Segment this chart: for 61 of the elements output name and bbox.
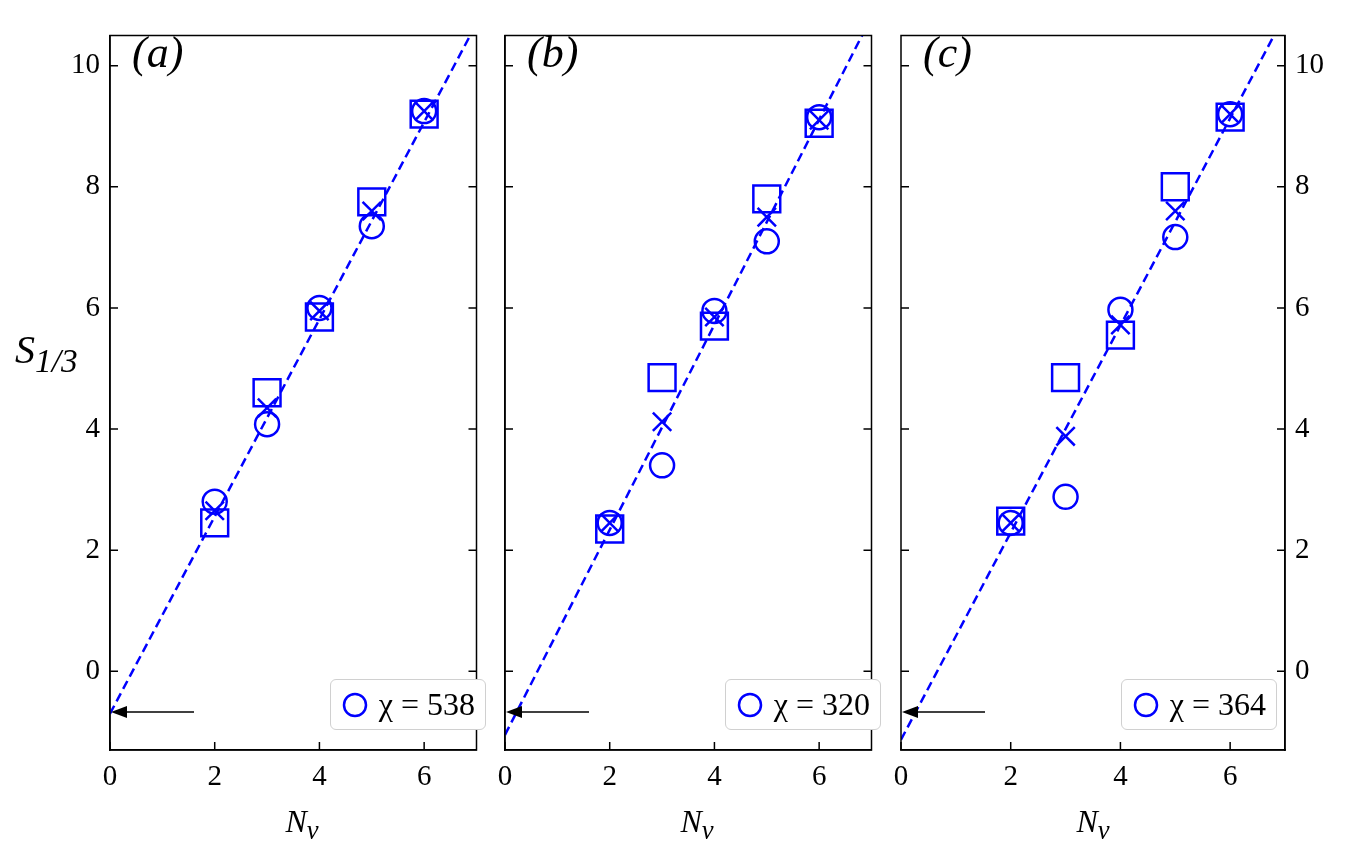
- x-tick-label: 6: [811, 759, 827, 792]
- point: [648, 452, 676, 479]
- y2-tick-label: 10: [1295, 47, 1324, 80]
- point: [699, 311, 730, 341]
- x-tick-label: 6: [1222, 759, 1238, 792]
- point: [1162, 223, 1189, 251]
- annotation: (a): [132, 27, 184, 78]
- y2-tick-label: 0: [1295, 652, 1310, 685]
- point: [804, 108, 834, 138]
- x-tick-label: 0: [497, 759, 513, 792]
- y2-tick-label: 4: [1295, 410, 1310, 443]
- point: [647, 362, 677, 393]
- point: [252, 378, 282, 408]
- y2-tick-label: 6: [1295, 289, 1310, 322]
- point: [201, 488, 228, 515]
- y2-tick-label: 2: [1295, 531, 1310, 564]
- annotation: (c): [923, 27, 972, 78]
- point: [756, 206, 778, 228]
- point: [1052, 483, 1079, 511]
- point: [1160, 172, 1190, 202]
- point: [805, 103, 833, 131]
- legend-label: χ = 320: [773, 686, 870, 723]
- x-tick-label: 6: [416, 759, 432, 792]
- legend-label: χ = 364: [1169, 686, 1266, 723]
- y2-tick-label: 8: [1295, 168, 1310, 201]
- point: [1105, 320, 1136, 350]
- point: [1055, 425, 1077, 447]
- y-tick-label: 4: [85, 410, 101, 443]
- x-tick-label: 4: [312, 759, 328, 792]
- point: [1164, 200, 1186, 222]
- y-tick-label: 6: [85, 289, 100, 322]
- point: [304, 302, 335, 332]
- x-axis-title: N$_{v}$: [1075, 803, 1111, 847]
- y-tick-label: 2: [85, 531, 100, 564]
- point: [651, 411, 673, 433]
- y-axis-title: S$_{1/3}$: [15, 326, 78, 380]
- point: [253, 410, 281, 438]
- point: [306, 294, 333, 322]
- x-tick-label: 2: [1003, 759, 1018, 792]
- legend-label: χ = 538: [378, 686, 475, 723]
- point: [752, 184, 782, 214]
- point: [357, 187, 387, 217]
- x-tick-label: 2: [602, 759, 617, 792]
- point: [256, 397, 278, 419]
- point: [1107, 296, 1134, 323]
- annotation: (b): [527, 27, 579, 78]
- x-tick-label: 4: [707, 759, 723, 792]
- y-tick-label: 10: [71, 47, 100, 80]
- point: [595, 514, 625, 544]
- x-axis-title: N$_{v}$: [679, 803, 715, 847]
- point: [200, 508, 230, 538]
- point: [753, 228, 781, 255]
- x-tick-label: 4: [1113, 759, 1129, 792]
- point: [1050, 362, 1081, 393]
- point: [701, 297, 728, 325]
- point: [358, 212, 386, 240]
- y-tick-label: 8: [85, 168, 100, 201]
- y-tick-label: 0: [85, 652, 100, 685]
- x-tick-label: 2: [207, 759, 222, 792]
- x-tick-label: 0: [893, 759, 909, 792]
- x-axis-title: N$_{v}$: [284, 803, 320, 847]
